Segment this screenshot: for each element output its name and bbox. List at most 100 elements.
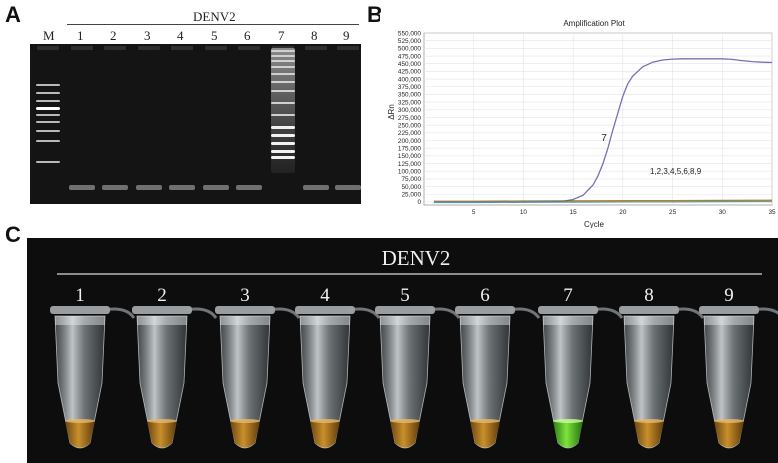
primer-band (169, 185, 195, 190)
y-tick-label: 550,000 (398, 30, 422, 37)
lamp-band (271, 66, 295, 68)
y-tick-label: 250,000 (398, 122, 422, 129)
lamp-band (271, 150, 295, 153)
tube-photo: DENV2 1 2 3 4 5 6 7 8 9 (50, 246, 778, 449)
tube-cap (699, 306, 759, 314)
marker-band (36, 140, 60, 142)
primer-band (303, 185, 329, 190)
tube-label: 8 (644, 285, 654, 306)
gel-well (171, 46, 193, 50)
tube-body (703, 315, 755, 449)
gel-lane-label: 6 (244, 28, 251, 43)
panel-c-label: C (5, 222, 21, 247)
primer-band (335, 185, 361, 190)
photo-header: DENV2 (382, 246, 451, 270)
tube-liquid-negative (714, 421, 744, 448)
primer-band (102, 185, 128, 190)
tube-label: 7 (563, 285, 573, 306)
tube-cap (455, 306, 515, 314)
tube-cap (132, 306, 192, 314)
tube-body (379, 315, 431, 449)
y-tick-label: 350,000 (398, 92, 422, 99)
tube-label: 1 (75, 285, 85, 306)
y-tick-label: 175,000 (398, 145, 422, 152)
tube-cap (50, 306, 110, 314)
tube-cap (295, 306, 355, 314)
gel-well (138, 46, 160, 50)
liquid-meniscus (65, 419, 95, 423)
liquid-meniscus (310, 419, 340, 423)
x-tick-label: 5 (472, 209, 476, 216)
gel-lane-label: M (43, 28, 55, 43)
tube-hinge (752, 307, 778, 315)
tube-label: 2 (157, 285, 167, 306)
tube-liquid-negative (470, 421, 500, 448)
tube-photo-panel: DENV2 1 2 3 4 5 6 7 8 9 (27, 238, 778, 463)
tube-label: 5 (400, 285, 410, 306)
marker-band (36, 161, 60, 163)
y-tick-label: 200,000 (398, 138, 422, 145)
y-tick-label: 0 (417, 199, 421, 206)
tube-rim (55, 316, 105, 325)
panel-b-label: B (367, 2, 383, 27)
tube-body (136, 315, 188, 449)
liquid-meniscus (390, 419, 420, 423)
lamp-band (271, 126, 295, 129)
lamp-band (271, 142, 295, 145)
y-tick-label: 125,000 (398, 161, 422, 168)
tube-body (459, 315, 511, 449)
y-axis-label: ΔRn (387, 104, 396, 120)
tube-body (542, 315, 594, 449)
gel-lane-label: 2 (110, 28, 117, 43)
x-tick-label: 25 (669, 209, 677, 216)
tube-rim (704, 316, 754, 325)
gel-well (104, 46, 126, 50)
tube-rim (380, 316, 430, 325)
x-tick-label: 10 (520, 209, 528, 216)
lamp-band (271, 73, 295, 75)
y-tick-label: 150,000 (398, 153, 422, 160)
tube-label: 4 (320, 285, 330, 306)
y-tick-label: 225,000 (398, 130, 422, 137)
y-tick-label: 425,000 (398, 69, 422, 76)
baseline-trace (433, 201, 773, 204)
gel-lane-label: 1 (77, 28, 84, 43)
y-tick-label: 50,000 (401, 184, 421, 191)
tube-rim (543, 316, 593, 325)
baseline-trace (433, 200, 773, 203)
gel-header-rule (67, 24, 359, 25)
y-tick-label: 25,000 (401, 192, 421, 199)
plot-title: Amplification Plot (563, 19, 625, 28)
y-tick-label: 325,000 (398, 99, 422, 106)
gel-well (238, 46, 260, 50)
lamp-band (271, 81, 295, 83)
tube-liquid-negative (147, 421, 177, 448)
lamp-band (271, 90, 295, 92)
tube-cap (215, 306, 275, 314)
tube-body (623, 315, 675, 449)
tube-body (219, 315, 271, 449)
tube-liquid-negative (230, 421, 260, 448)
gel-lane-label: 4 (177, 28, 184, 43)
tube-cap (619, 306, 679, 314)
lamp-band (271, 114, 295, 116)
tube-label: 3 (240, 285, 250, 306)
marker-band (36, 107, 60, 110)
gel-lane-label: 8 (311, 28, 318, 43)
x-tick-label: 30 (719, 209, 727, 216)
lamp-band (271, 102, 295, 104)
tube-liquid-negative (390, 421, 420, 448)
x-axis-label: Cycle (584, 220, 605, 228)
tube-cap (375, 306, 435, 314)
lamp-band (271, 50, 295, 52)
y-tick-label: 375,000 (398, 84, 422, 91)
tube-liquid-negative (634, 421, 664, 448)
marker-band (36, 114, 60, 116)
amplification-plot-panel: Amplification Plot ΔRn Cycle 0 25,000 50,0… (380, 14, 778, 228)
marker-band (36, 130, 60, 132)
gel-lane-label: 7 (278, 28, 285, 43)
lamp-band (271, 55, 295, 57)
primer-band (69, 185, 95, 190)
tube-label: 9 (724, 285, 734, 306)
tube-hinge (268, 307, 301, 319)
